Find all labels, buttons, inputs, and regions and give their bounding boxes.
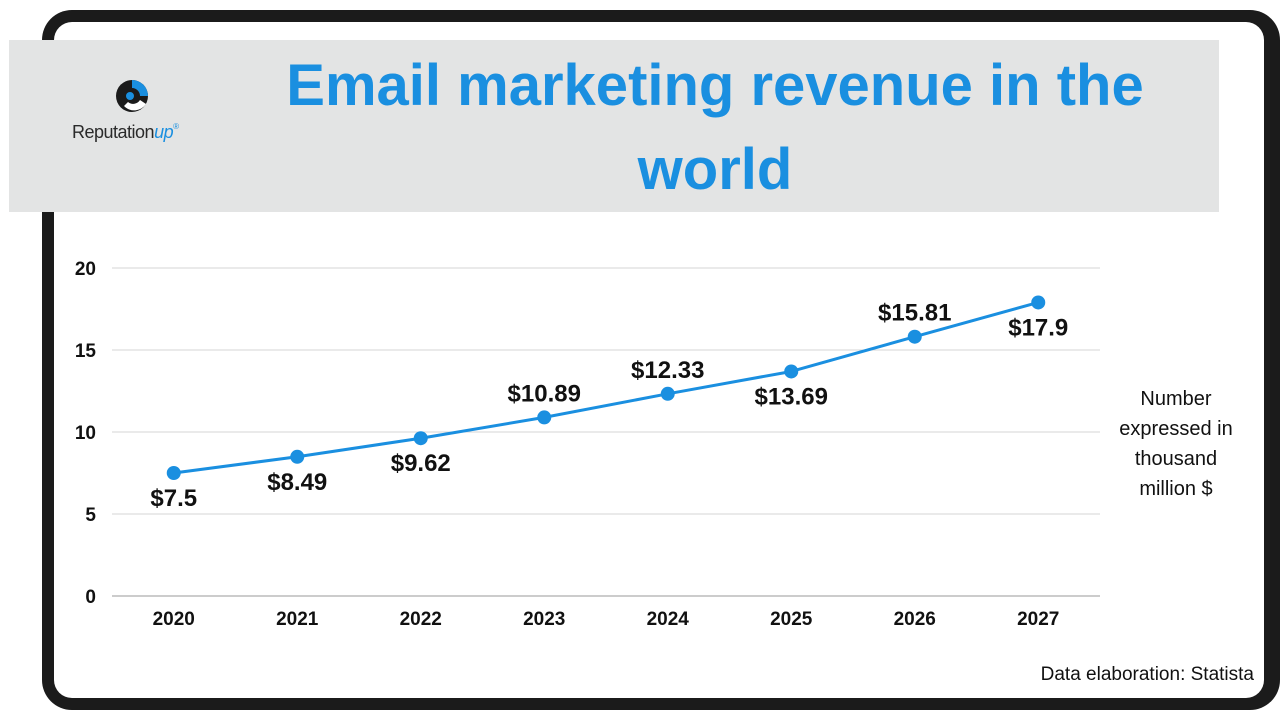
data-label: $7.5 [150,485,197,512]
x-tick-label: 2023 [523,609,565,630]
data-point [784,364,799,379]
data-label: $13.69 [755,383,828,410]
unit-note: Number expressed in thousand million $ [1119,388,1233,500]
data-label: $12.33 [631,357,704,384]
y-tick-label: 10 [75,423,96,444]
data-label: $10.89 [508,380,581,407]
data-label: $9.62 [391,450,451,477]
data-point [413,431,428,446]
logo-reg: ® [173,122,179,131]
reputationup-logo: Reputationup® [72,72,212,152]
x-tick-label: 2024 [647,609,690,630]
x-tick-label: 2027 [1017,609,1059,630]
data-point [907,329,922,344]
x-tick-label: 2026 [894,609,936,630]
y-tick-label: 20 [75,259,96,280]
x-tick-label: 2025 [770,609,813,630]
data-point [1031,295,1046,310]
x-tick-label: 2020 [153,609,195,630]
data-point [537,410,552,425]
y-tick-label: 0 [85,587,96,608]
x-tick-label: 2021 [276,609,319,630]
series-line [173,300,1039,475]
x-tick-label: 2022 [400,609,442,630]
y-tick-label: 15 [75,341,97,362]
source-note: Data elaboration: Statista [1040,664,1254,685]
data-label: $17.9 [1008,314,1068,341]
logo-up: up [154,122,174,142]
y-tick-label: 5 [85,505,96,526]
header-band [9,40,1219,212]
page-title: Email marketing revenue in the world [286,53,1144,202]
logo-mark-icon [116,80,148,112]
data-label: $8.49 [267,469,327,496]
data-point [290,449,305,464]
data-point [166,466,181,480]
logo-wordmark: Reputationup® [72,122,179,143]
data-point [660,386,675,401]
logo-text: Reputation [72,122,155,142]
data-label: $15.81 [878,300,951,327]
